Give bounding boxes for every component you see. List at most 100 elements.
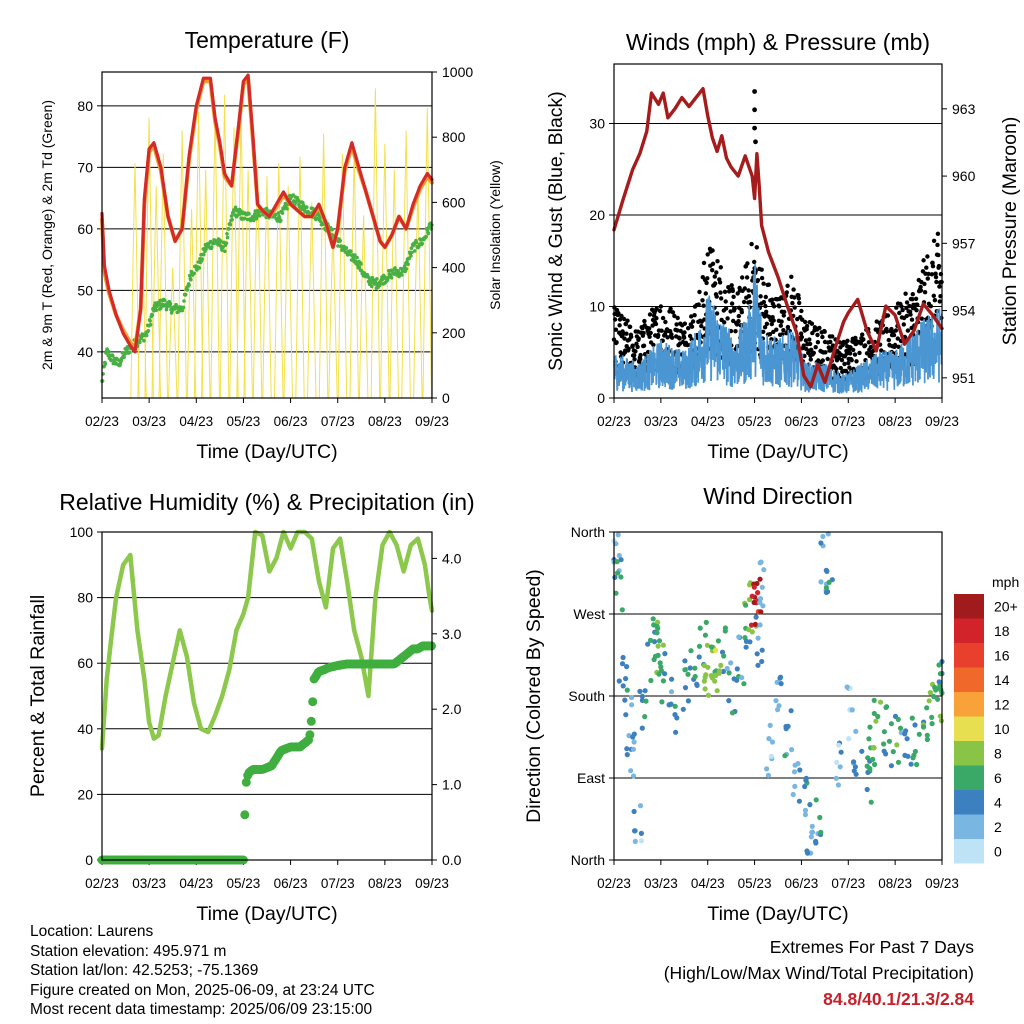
direction-point — [624, 664, 630, 670]
direction-point — [632, 828, 638, 834]
x-tick-label: 08/23 — [878, 414, 912, 429]
gust-point — [656, 332, 661, 338]
gust-point — [797, 300, 802, 306]
gust-point — [778, 323, 783, 328]
created-text: Figure created on Mon, 2025-06-09, at 23… — [30, 981, 375, 999]
gust-point — [670, 310, 676, 315]
direction-point — [687, 665, 693, 671]
direction-point — [867, 766, 873, 772]
gust-point — [675, 315, 680, 321]
gust-point — [674, 322, 679, 327]
dewpoint-point — [251, 218, 256, 223]
x-axis-label: Time (Day/UTC) — [196, 441, 337, 463]
dewpoint-point — [182, 299, 186, 303]
y-tick-label: North — [571, 524, 605, 540]
gust-point — [705, 252, 710, 257]
y2-tick-label: 0 — [442, 390, 450, 406]
direction-point — [648, 677, 654, 684]
dewpoint-point — [225, 232, 229, 236]
y2-tick-label: 4.0 — [442, 550, 462, 566]
gust-point — [714, 294, 719, 299]
dewpoint-point — [311, 206, 315, 211]
dewpoint-point — [424, 234, 429, 239]
y2-axis-label: Station Pressure (Maroon) — [999, 117, 1021, 346]
gust-point — [857, 350, 862, 356]
direction-point — [897, 725, 904, 731]
gust-point — [921, 258, 926, 263]
direction-point — [813, 838, 819, 845]
dewpoint-point — [247, 212, 251, 216]
gust-point — [925, 276, 930, 281]
chart-title: Winds (mph) & Pressure (mb) — [626, 29, 930, 55]
dewpoint-point — [425, 227, 430, 232]
direction-point — [637, 803, 644, 809]
dewpoint-point — [163, 298, 167, 303]
gust-point — [798, 331, 804, 336]
gust-point — [747, 299, 753, 305]
gust-point — [817, 325, 822, 331]
legend-title: mph — [992, 574, 1019, 590]
plot-frame — [613, 63, 943, 399]
solar-cycle — [307, 202, 317, 399]
direction-point — [807, 802, 813, 808]
solar-cycle — [144, 117, 154, 399]
gust-point — [681, 335, 687, 340]
y-tick-label: 80 — [77, 98, 93, 114]
dewpoint-point — [402, 264, 407, 268]
direction-point — [622, 697, 628, 703]
gust-point — [782, 309, 787, 315]
solar-cycle — [210, 111, 220, 399]
direction-point — [632, 838, 638, 845]
y-tick-label: 30 — [589, 115, 605, 131]
dewpoint-point — [183, 292, 188, 297]
gust-point — [903, 291, 908, 296]
gust-point — [925, 254, 930, 259]
gust-point — [647, 312, 653, 317]
gust-point — [741, 299, 747, 305]
direction-point — [759, 658, 765, 665]
direction-point — [682, 685, 689, 691]
legend-label: 14 — [994, 672, 1010, 688]
gust-point — [936, 263, 942, 269]
gust-point — [700, 298, 705, 303]
direction-point — [631, 739, 637, 745]
direction-point — [838, 749, 844, 755]
gust-point — [764, 321, 770, 326]
gust-point — [723, 306, 729, 311]
gust-point — [781, 328, 786, 333]
y2-tick-label: 1.0 — [442, 777, 462, 793]
dewpoint-point — [109, 358, 113, 363]
y2-tick-label: 951 — [952, 370, 976, 386]
direction-point — [788, 708, 794, 714]
direction-point — [796, 798, 803, 804]
gust-point — [663, 319, 668, 325]
direction-point — [701, 678, 707, 684]
solar-cycle — [401, 130, 411, 399]
gust-point — [764, 309, 769, 314]
direction-point — [760, 603, 766, 609]
dewpoint-point — [197, 266, 202, 270]
gust-point — [617, 323, 622, 328]
legend-swatch — [954, 741, 984, 766]
direction-point — [895, 759, 902, 765]
direction-point — [852, 764, 859, 770]
direction-point — [628, 694, 635, 701]
elevation-text: Station elevation: 495.971 m — [30, 942, 227, 960]
gust-point — [703, 291, 708, 296]
dewpoint-point — [400, 273, 404, 277]
direction-point — [712, 672, 718, 678]
gust-point — [736, 313, 741, 319]
direction-point — [638, 838, 645, 844]
direction-point — [888, 763, 895, 769]
dewpoint-point — [305, 205, 309, 209]
dewpoint-point — [420, 241, 425, 246]
gust-point — [802, 353, 807, 359]
direction-point — [620, 654, 626, 661]
gust-point — [813, 345, 818, 350]
direction-point — [868, 799, 874, 805]
gust-point — [752, 89, 757, 94]
legend-swatch — [954, 618, 984, 643]
direction-point — [729, 710, 736, 716]
x-tick-label: 07/23 — [321, 414, 355, 429]
gust-point — [937, 284, 942, 289]
